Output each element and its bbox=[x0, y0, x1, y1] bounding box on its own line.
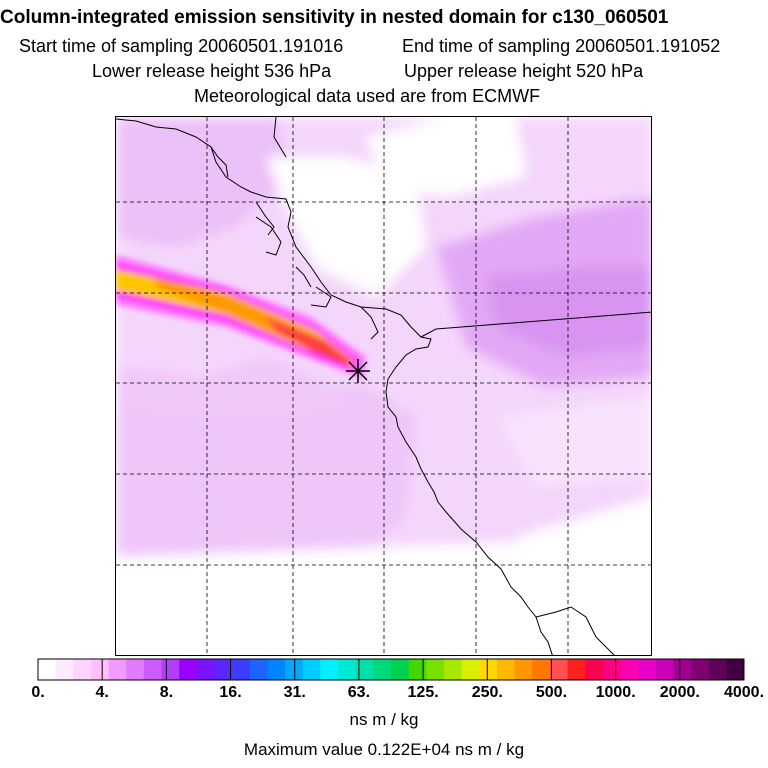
colorbar-cell bbox=[73, 659, 92, 680]
colorbar-cell bbox=[408, 659, 427, 680]
colorbar-tick-label: 1000. bbox=[595, 684, 636, 701]
colorbar-cell bbox=[108, 659, 127, 680]
coastline bbox=[116, 117, 651, 655]
colorbar-tick-label: 8. bbox=[159, 684, 174, 701]
colorbar-cell bbox=[691, 659, 710, 680]
colorbar-tick-label: 250. bbox=[471, 684, 503, 701]
colorbar-cell bbox=[655, 659, 674, 680]
colorbar-cell bbox=[585, 659, 604, 680]
colorbar-tick-label: 16. bbox=[219, 684, 242, 701]
colorbar-cell bbox=[373, 659, 392, 680]
colorbar-tick-label: 4. bbox=[95, 684, 109, 701]
colorbar-cell bbox=[638, 659, 657, 680]
colorbar-cell bbox=[90, 659, 110, 680]
colorbar-cell bbox=[708, 659, 727, 680]
upper-release-label: Upper release height 520 hPa bbox=[404, 61, 644, 81]
colorbar-cell bbox=[143, 659, 163, 680]
start-time-label: Start time of sampling 20060501.191016 bbox=[19, 36, 344, 56]
plume bbox=[116, 255, 366, 379]
release-point-star-icon bbox=[346, 359, 370, 383]
colorbar-tick-label: 31. bbox=[283, 684, 306, 701]
colorbar-cell bbox=[302, 659, 321, 680]
colorbar-cell bbox=[338, 659, 357, 680]
colorbar-cell bbox=[161, 659, 180, 680]
colorbar-cell bbox=[232, 659, 251, 680]
colorbar-tick-label: 0. bbox=[31, 684, 45, 701]
colorbar-cell bbox=[726, 659, 745, 680]
colorbar-tick-label: 63. bbox=[347, 684, 371, 701]
colorbar-cell bbox=[496, 659, 516, 680]
colorbar-cell bbox=[620, 659, 639, 680]
colorbar-tick-label: 500. bbox=[535, 684, 568, 701]
colorbar-cell bbox=[55, 659, 74, 680]
colorbar-cell bbox=[179, 659, 198, 680]
colorbar-cell bbox=[38, 659, 57, 680]
colorbar-cell bbox=[567, 659, 586, 680]
colorbar-cell bbox=[549, 659, 568, 680]
colorbar-tick-label: 4000. bbox=[723, 684, 765, 701]
max-value-label: Maximum value 0.122E+04 ns m / kg bbox=[243, 740, 525, 759]
colorbar-tick-label: 2000. bbox=[659, 684, 700, 701]
colorbar-tick-label: 125. bbox=[407, 684, 439, 701]
colorbar-cell bbox=[355, 659, 374, 680]
colorbar bbox=[37, 658, 745, 681]
colorbar-cell bbox=[673, 659, 692, 680]
map-canvas bbox=[116, 117, 651, 655]
colorbar-cell bbox=[249, 659, 268, 680]
map-title: Column-integrated emission sensitivity i… bbox=[0, 7, 669, 28]
colorbar-border bbox=[37, 658, 745, 681]
colorbar-cell bbox=[461, 659, 480, 680]
map-panel bbox=[115, 116, 652, 656]
colorbar-cell bbox=[126, 659, 145, 680]
colorbar-cell bbox=[196, 659, 215, 680]
colorbar-cell bbox=[602, 659, 621, 680]
colorbar-cell bbox=[479, 659, 498, 680]
colorbar-cell bbox=[532, 659, 551, 680]
colorbar-units: ns m / kg bbox=[349, 710, 419, 729]
colorbar-cell bbox=[514, 659, 533, 680]
colorbar-cell bbox=[267, 659, 286, 680]
end-time-label: End time of sampling 20060501.191052 bbox=[402, 36, 721, 56]
colorbar-cell bbox=[285, 659, 304, 680]
colorbar-cell bbox=[320, 659, 339, 680]
colorbar-cell bbox=[214, 659, 233, 680]
lat-lon-grid bbox=[116, 117, 651, 655]
colorbar-cells bbox=[38, 659, 745, 680]
lower-release-label: Lower release height 536 hPa bbox=[92, 61, 332, 81]
colorbar-cell bbox=[426, 659, 445, 680]
met-data-label: Meteorological data used are from ECMWF bbox=[194, 86, 541, 106]
colorbar-cell bbox=[391, 659, 410, 680]
colorbar-cell bbox=[443, 659, 463, 680]
